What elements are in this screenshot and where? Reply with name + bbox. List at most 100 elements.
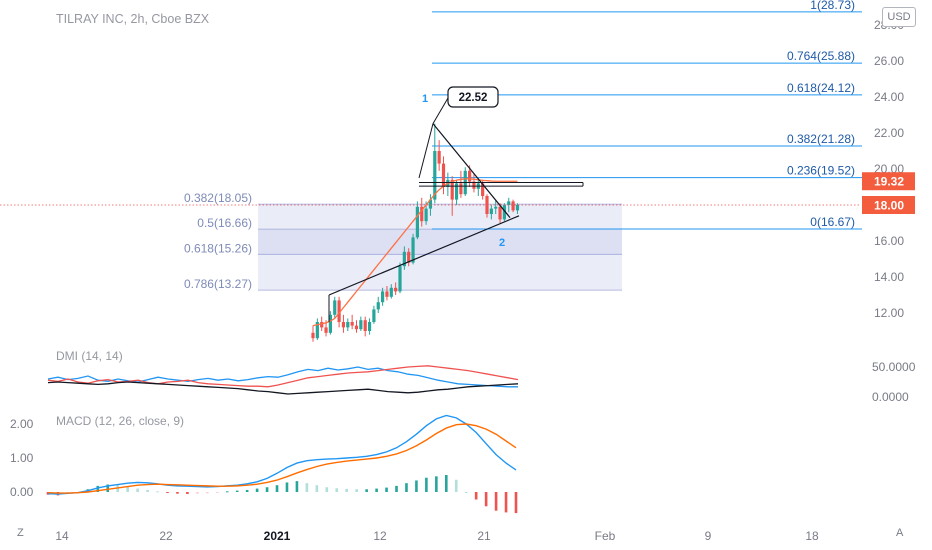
time-tick-label: 9 (705, 529, 712, 543)
price-tick-label: 12.00 (874, 306, 904, 320)
candle-body (411, 237, 415, 263)
macd-histogram-bar (405, 483, 408, 492)
macd-histogram-bar (126, 485, 129, 492)
candle-body (502, 205, 506, 220)
macd-histogram-bar (365, 489, 368, 492)
candle-body (363, 320, 367, 331)
macd-histogram-bar (176, 492, 179, 494)
macd-histogram-bar (235, 490, 239, 492)
candle-body (354, 325, 359, 330)
candle-body (424, 208, 428, 222)
wedge-upper-line (432, 123, 511, 218)
candle-body (311, 332, 315, 339)
support-trendline (328, 215, 520, 296)
candle-body (376, 302, 380, 310)
macd-histogram-bar (146, 489, 149, 492)
retracement-level-label: 0.5(16.66) (197, 216, 252, 230)
fib-extension-label: 0(16.67) (810, 215, 855, 229)
price-axis[interactable]: 12.0014.0016.0018.0020.0022.0024.0026.00… (862, 18, 915, 320)
candle-body (407, 251, 411, 263)
adx-line (47, 381, 519, 395)
candle-body (367, 322, 372, 331)
candle-body (350, 322, 354, 326)
dmi-axis[interactable]: 50.0000 0.0000 (872, 360, 916, 404)
candle-body (481, 183, 485, 196)
fib-anchor-label-1: 1 (422, 93, 428, 105)
candle-body (315, 322, 319, 339)
time-tick-label: 21 (477, 529, 491, 543)
macd-histogram-bar (265, 487, 269, 492)
price-pane: 0.382(18.05) 0.5(16.66) 0.618(15.26) 0.786(… (0, 0, 915, 342)
candle-body (420, 206, 424, 222)
price-badge (862, 196, 915, 214)
macd-histogram-bar (295, 481, 299, 492)
signal-line (47, 423, 517, 494)
fib-extension-label: 0.236(19.52) (787, 164, 855, 178)
candle-body (389, 287, 393, 297)
candle-body (333, 300, 337, 315)
macd-histogram-bar (335, 488, 339, 492)
dmi-legend[interactable]: DMI (14, 14) (56, 349, 123, 363)
time-tick-label: 2021 (264, 529, 291, 543)
macd-histogram-bar (435, 476, 438, 492)
macd-histogram-bar (355, 489, 358, 492)
time-tick-label: 22 (159, 529, 173, 543)
macd-legend[interactable]: MACD (12, 26, close, 9) (56, 414, 184, 428)
retracement-level-label: 0.382(18.05) (184, 191, 252, 205)
candle-body (441, 163, 446, 187)
candle-body (433, 151, 437, 200)
retracement-level-label: 0.786(13.27) (184, 277, 252, 291)
macd-histogram-bar (196, 492, 199, 494)
dmi-tick-label: 50.0000 (872, 360, 916, 374)
macd-histogram-bar (136, 488, 139, 492)
auto-scale-button[interactable]: A (896, 527, 904, 539)
price-tick-label: 22.00 (874, 126, 904, 140)
macd-histogram-bar (156, 491, 159, 493)
fib-extension-label: 0.382(21.28) (787, 132, 855, 146)
macd-histogram-bar (315, 485, 319, 492)
macd-pane: 2.00 1.00 0.00 (10, 414, 518, 514)
price-tick-label: 26.00 (874, 54, 904, 68)
macd-tick-label: 2.00 (10, 417, 34, 431)
candle-body (515, 205, 520, 211)
candle-body (359, 320, 363, 330)
dmi-tick-label: 0.0000 (872, 390, 909, 404)
macd-histogram-bar (345, 488, 349, 492)
drawing-lines: 22.52 1 2 (0, 86, 860, 322)
macd-histogram-bar (385, 487, 388, 492)
moving-average-path (312, 178, 518, 327)
macd-axis[interactable]: 2.00 1.00 0.00 (10, 417, 34, 499)
callout-label: 22.52 (459, 92, 488, 104)
candle-body (489, 208, 493, 214)
plus-di-line (47, 366, 518, 388)
macd-histogram-bar (96, 485, 100, 492)
time-tick-label: Feb (595, 529, 616, 543)
time-tick-label: 12 (373, 529, 387, 543)
candle-body (385, 291, 389, 297)
candle-body (511, 201, 515, 211)
chart-title: TILRAY INC, 2h, Cboe BZX (56, 12, 210, 26)
retracement-level-label: 0.618(15.26) (184, 241, 252, 255)
currency-button[interactable]: USD (882, 7, 916, 27)
time-tick-label: 14 (55, 529, 69, 543)
dmi-pane: 50.0000 0.0000 (47, 360, 916, 404)
macd-tick-label: 1.00 (10, 451, 34, 465)
dmi-series (47, 365, 519, 395)
candle-body (507, 201, 511, 205)
macd-histogram-bar (106, 484, 110, 492)
macd-histogram-bar (325, 487, 329, 492)
macd-histogram-bar (375, 488, 378, 492)
macd-histogram-bar (425, 477, 428, 492)
candle-body (498, 206, 502, 220)
candle-body (346, 322, 350, 328)
candle-body (454, 183, 459, 200)
macd-histogram-bar (186, 492, 189, 495)
fib-extension-label: 0.764(25.88) (787, 49, 855, 63)
macd-histogram-bar (215, 492, 219, 493)
price-tick-label: 16.00 (874, 234, 904, 248)
zoom-reset-button[interactable]: Z (17, 527, 24, 539)
fib-extension-label: 1(28.73) (810, 0, 855, 12)
candle-body (472, 181, 476, 189)
time-axis[interactable]: 14 22 2021 12 21 Feb 9 18 (55, 529, 819, 543)
